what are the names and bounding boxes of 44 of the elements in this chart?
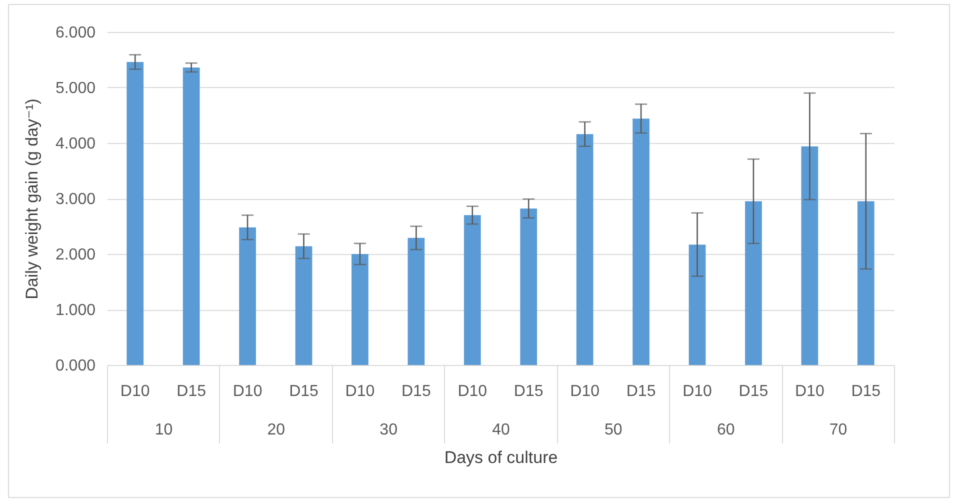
bar [182, 68, 200, 365]
text: D15 [851, 383, 881, 400]
x-tick-label: 40 [492, 422, 510, 438]
bar [632, 118, 650, 365]
x-tick-label: 50 [604, 422, 622, 438]
bar [745, 201, 762, 365]
text: D15 [626, 383, 656, 400]
y-tick-label: 4.000 [55, 136, 96, 152]
bar [520, 208, 538, 365]
y-tick-label: 0.000 [55, 358, 96, 374]
bar [576, 134, 594, 365]
text: D10 [682, 383, 712, 400]
bar [352, 254, 368, 365]
y-axis-title: Daily weight gain (g day⁻¹) [22, 98, 42, 300]
bar [801, 146, 818, 365]
bar [239, 227, 256, 365]
bar [688, 244, 706, 365]
bar [857, 201, 874, 365]
text: D10 [795, 383, 824, 400]
y-tick-label: 6.000 [55, 24, 96, 42]
y-tick-label: 3.000 [55, 191, 96, 208]
text: D10 [120, 383, 150, 400]
text: D10 [232, 383, 262, 400]
x-tick-label: 10 [154, 422, 173, 438]
bar [126, 62, 144, 365]
text: D10 [570, 383, 600, 400]
text: D15 [738, 383, 768, 400]
bar [464, 215, 481, 365]
series-label: D10 [345, 383, 375, 400]
y-tick-label: 5.000 [55, 80, 96, 97]
text: D10 [458, 383, 488, 400]
text: D15 [402, 383, 431, 400]
series-label: D15 [176, 383, 206, 400]
text: D15 [289, 383, 318, 400]
x-tick-label: 70 [829, 422, 848, 438]
x-tick-label: 20 [267, 422, 286, 438]
bar [408, 238, 425, 365]
x-tick-label: 30 [380, 422, 398, 438]
x-axis-title: Days of culture [444, 448, 558, 467]
bar [295, 246, 312, 365]
y-tick-label: 1.000 [55, 302, 96, 319]
x-tick-label: 60 [716, 422, 735, 438]
text: D15 [514, 383, 544, 400]
y-tick-label: 2.000 [55, 246, 96, 264]
